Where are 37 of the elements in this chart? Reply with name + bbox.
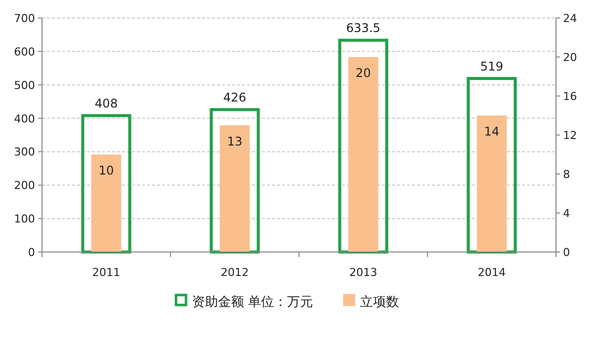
x-tick-label: 2012 [220,266,249,279]
y2-tick-label: 24 [563,12,577,25]
x-tick-label: 2011 [92,266,120,279]
y-tick-label: 200 [14,179,35,192]
y-tick-label: 300 [14,146,35,159]
data-label: 13 [227,134,242,148]
y-tick-label: 600 [14,45,35,58]
x-tick-label: 2014 [478,266,506,279]
bar [210,108,260,254]
bar [466,77,517,254]
y-tick-label: 400 [14,112,35,126]
bar [348,57,378,252]
y-tick-label: 700 [14,12,35,25]
legend-label: 资助金额 单位：万元 [192,295,314,310]
y2-tick-label: 8 [563,168,570,181]
y2-tick-label: 4 [563,207,570,220]
data-label: 14 [484,124,500,138]
bar [476,116,507,252]
data-label: 20 [356,66,371,80]
data-label: 408 [94,96,118,111]
x-tick-label: 2013 [349,266,378,279]
y2-tick-label: 0 [563,246,570,259]
y-tick-label: 0 [28,246,35,259]
bar [81,114,132,254]
bar [220,125,250,252]
data-label: 519 [480,60,504,74]
bar [91,154,122,252]
legend-label: 立项数 [360,294,400,310]
y-tick-label: 100 [14,212,35,226]
bar [338,38,388,254]
y-tick-label: 500 [14,78,35,92]
y2-tick-label: 12 [563,129,577,142]
y2-tick-label: 16 [563,90,577,103]
data-label: 426 [223,90,246,105]
y2-tick-label: 20 [563,51,577,64]
data-label: 633.5 [346,21,380,36]
data-label: 10 [98,164,114,178]
